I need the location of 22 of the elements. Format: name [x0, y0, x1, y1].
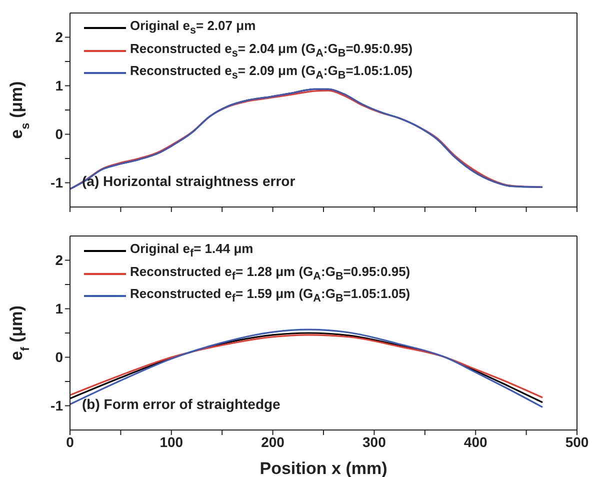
annotation: (a) Horizontal straightness error: [82, 173, 296, 189]
y-tick-label: 1: [55, 300, 64, 317]
x-tick-label: 500: [565, 434, 589, 450]
y-tick-label: 0: [55, 126, 64, 142]
legend-label: Original e$_{s}$= 2.07 μm: [130, 17, 256, 39]
x-tick-label: 100: [160, 434, 184, 450]
legend-label: Reconstructed e$_{s}$= 2.09 μm (G$_{A}$:G$_{B}$=1.05:1.05): [130, 62, 413, 84]
x-tick-label: 300: [362, 434, 386, 450]
x-tick-label: 0: [66, 434, 74, 450]
legend-label: Reconstructed e$_{f}$= 1.59 μm (G$_{A}$:G$_{B}$=1.05:1.05): [130, 285, 410, 307]
annotation: (b) Form error of straightedge: [82, 396, 280, 412]
legend-label: Reconstructed e$_{s}$= 2.04 μm (G$_{A}$:G$_{B}$=0.95:0.95): [130, 40, 413, 62]
y-tick-label: -1: [50, 174, 64, 191]
y-tick-label: 2: [55, 252, 64, 268]
x-tick-label: 200: [261, 434, 285, 450]
x-tick-label: 400: [464, 434, 488, 450]
y-tick-label: -1: [50, 398, 64, 414]
legend-label: Reconstructed e$_{f}$= 1.28 μm (G$_{A}$:G$_{B}$=0.95:0.95): [130, 262, 410, 284]
legend-label: Original e$_{f}$= 1.44 μm: [130, 240, 254, 262]
y-tick-label: 2: [55, 29, 64, 46]
y-tick-label: 1: [55, 78, 64, 94]
y-tick-label: 0: [55, 349, 64, 366]
